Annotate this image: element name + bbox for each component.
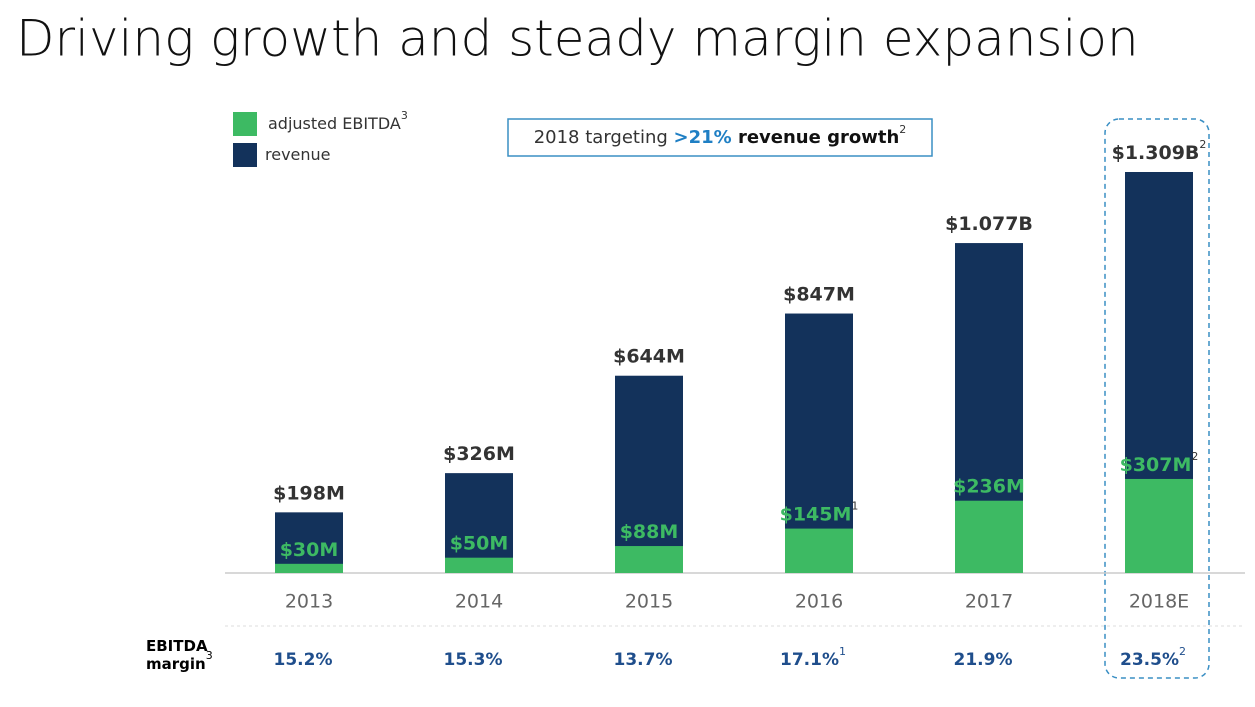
margin-value: 15.3% (444, 650, 503, 670)
ebitda-label: $145M1 (780, 500, 859, 526)
footnote-marker: 2 (1191, 450, 1198, 463)
callout-part: 2018 targeting (534, 127, 674, 148)
callout-text: 2018 targeting >21% revenue growth2 (534, 123, 907, 148)
note-wrap: 1 (851, 500, 858, 513)
value-text: $145M (780, 503, 852, 525)
margin-text: 15.3% (444, 650, 503, 670)
ebitda-label: $307M2 (1120, 450, 1199, 476)
value-text: $326M (443, 443, 515, 465)
row-label: EBITDA (146, 637, 208, 655)
x-tick-label: 2013 (285, 591, 333, 613)
ebitda-bar (615, 546, 683, 573)
revenue-bar (275, 512, 343, 573)
page-title: Driving growth and steady margin expansi… (16, 10, 1139, 68)
callout-part: >21% (674, 127, 732, 148)
revenue-label: $326M (443, 443, 515, 465)
revenue-label: $847M (783, 283, 855, 305)
legend-swatch (233, 143, 257, 167)
footnote-marker: 3 (206, 649, 213, 662)
footnote-marker: 2 (1199, 138, 1206, 151)
value-text: $88M (620, 521, 679, 543)
ebitda-bar (1125, 478, 1193, 573)
revenue-label: $1.077B (945, 213, 1033, 235)
margin-value: 23.5%2 (1120, 645, 1186, 670)
value-text: $236M (953, 475, 1025, 497)
ebitda-bar (955, 500, 1023, 573)
margin-text: 17.1% (780, 650, 839, 670)
x-tick-label: 2014 (455, 591, 503, 613)
highlight-box (1104, 118, 1210, 679)
ebitda-bar (445, 557, 513, 573)
value-text: $1.309B (1112, 142, 1200, 164)
callout-part: revenue growth (732, 127, 900, 148)
ebitda-label: $236M (953, 475, 1025, 497)
value-text: $847M (783, 283, 855, 305)
row-label-text: EBITDA (146, 637, 208, 655)
legend-label: revenue (265, 145, 331, 164)
margin-text: 23.5% (1120, 650, 1179, 670)
legend-text: adjusted EBITDA (268, 114, 401, 133)
revenue-bar (445, 473, 513, 573)
value-text: $644M (613, 345, 685, 367)
margin-value: 13.7% (614, 650, 673, 670)
ebitda-label: $88M (620, 521, 679, 543)
margin-text: 15.2% (274, 650, 333, 670)
revenue-label: $198M (273, 482, 345, 504)
value-text: $307M (1120, 453, 1192, 475)
legend-text: revenue (265, 145, 331, 164)
value-text: $50M (450, 532, 509, 554)
x-tick-label: 2017 (965, 591, 1013, 613)
x-tick-label: 2018E (1129, 591, 1189, 613)
ebitda-label: $50M (450, 532, 509, 554)
footnote-marker: 3 (401, 109, 408, 122)
margin-text: 21.9% (954, 650, 1013, 670)
row-label: margin3 (146, 649, 213, 673)
revenue-label: $644M (613, 345, 685, 367)
margin-value: 15.2% (274, 650, 333, 670)
callout-box (507, 118, 933, 157)
footnote-marker: 2 (899, 123, 906, 136)
revenue-bar (615, 375, 683, 573)
footnote-marker: 1 (851, 500, 858, 513)
margin-value: 17.1%1 (780, 645, 846, 670)
x-tick-label: 2015 (625, 591, 673, 613)
value-text: $1.077B (945, 213, 1033, 235)
note-wrap: 2 (1199, 138, 1206, 151)
margin-value: 21.9% (954, 650, 1013, 670)
footnote-marker: 2 (1179, 645, 1186, 658)
revenue-label: $1.309B2 (1112, 138, 1207, 164)
legend-swatch (233, 112, 257, 136)
value-text: $198M (273, 482, 345, 504)
value-text: $30M (280, 538, 339, 560)
margin-text: 13.7% (614, 650, 673, 670)
note-wrap: 2 (1191, 450, 1198, 463)
ebitda-label: $30M (280, 538, 339, 560)
ebitda-bar (275, 563, 343, 573)
legend-label: adjusted EBITDA3 (268, 109, 408, 133)
row-label-text: margin (146, 655, 206, 673)
ebitda-bar (785, 528, 853, 573)
footnote-marker: 1 (839, 645, 846, 658)
x-tick-label: 2016 (795, 591, 843, 613)
